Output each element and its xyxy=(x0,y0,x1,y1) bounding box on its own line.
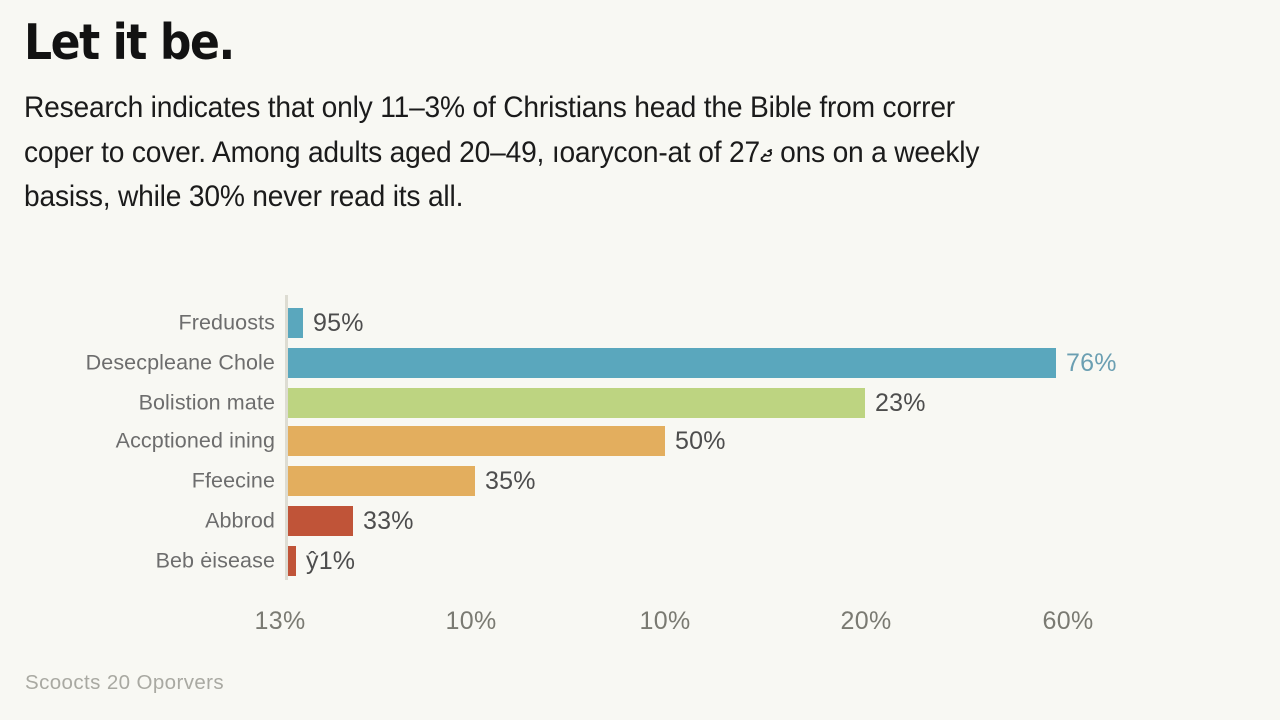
chart-x-axis-ticks: 13% 10% 10% 20% 60% xyxy=(0,607,1280,647)
bar-row: Beb ėisease ŷ1% xyxy=(0,541,1280,581)
bar-segment xyxy=(288,388,865,418)
bar-and-value: ŷ1% xyxy=(288,546,355,576)
bar-category-label: Beb ėisease xyxy=(155,548,275,573)
bar-and-value: 95% xyxy=(288,308,364,338)
bar-row: Accptioned ining 50% xyxy=(0,421,1280,461)
bar-value-label: 76% xyxy=(1066,348,1117,377)
x-axis-tick-label: 10% xyxy=(445,607,497,635)
bar-segment xyxy=(288,308,303,338)
body-line-3: basiss, while 30% never read its all. xyxy=(24,180,464,213)
body-line-1: Research indicates that only 11–3% of Ch… xyxy=(24,91,955,124)
x-axis-tick-label: 20% xyxy=(840,607,892,635)
bar-and-value: 33% xyxy=(288,506,414,536)
bar-value-label: 50% xyxy=(675,426,726,455)
bar-value-label: ŷ1% xyxy=(306,546,356,575)
bar-segment xyxy=(288,466,475,496)
bar-value-label: 35% xyxy=(485,466,536,495)
bar-value-label: 95% xyxy=(313,308,364,337)
page-title: Let it be. xyxy=(24,14,235,71)
bar-row: Ffeecine 35% xyxy=(0,461,1280,501)
bar-category-label: Freduosts xyxy=(178,310,275,335)
bar-row: Abbrod 33% xyxy=(0,501,1280,541)
chart-y-axis-line xyxy=(285,295,288,580)
bar-value-label: 33% xyxy=(363,506,414,535)
bar-category-label: Bolistion mate xyxy=(138,390,275,415)
horizontal-bar-chart: Freduosts 95% Desecpleane Chole 76% Bolistio… xyxy=(0,285,1280,595)
bar-segment xyxy=(288,348,1056,378)
bar-category-label: Ffeecine xyxy=(191,468,275,493)
bar-value-label: 23% xyxy=(875,388,926,417)
bar-and-value: 50% xyxy=(288,426,726,456)
x-axis-tick-label: 60% xyxy=(1042,607,1094,635)
x-axis-tick-label: 13% xyxy=(254,607,306,635)
bar-row: Bolistion mate 23% xyxy=(0,383,1280,423)
bar-category-label: Desecpleane Chole xyxy=(85,350,275,375)
bar-segment xyxy=(288,426,665,456)
bar-segment xyxy=(288,546,296,576)
body-line-2: coper to cover. Among adults aged 20–49,… xyxy=(24,135,980,169)
bar-and-value: 35% xyxy=(288,466,536,496)
x-axis-tick-label: 10% xyxy=(639,607,691,635)
footer-source-note: Scoocts 20 Oporvers xyxy=(25,671,225,694)
body-paragraph: Research indicates that only 11–3% of Ch… xyxy=(24,86,1146,220)
bar-and-value: 76% xyxy=(288,348,1117,378)
bar-row: Freduosts 95% xyxy=(0,303,1280,343)
bar-and-value: 23% xyxy=(288,388,926,418)
bar-row: Desecpleane Chole 76% xyxy=(0,343,1280,383)
bar-category-label: Abbrod xyxy=(205,508,275,533)
bar-category-label: Accptioned ining xyxy=(115,428,275,453)
bar-segment xyxy=(288,506,353,536)
